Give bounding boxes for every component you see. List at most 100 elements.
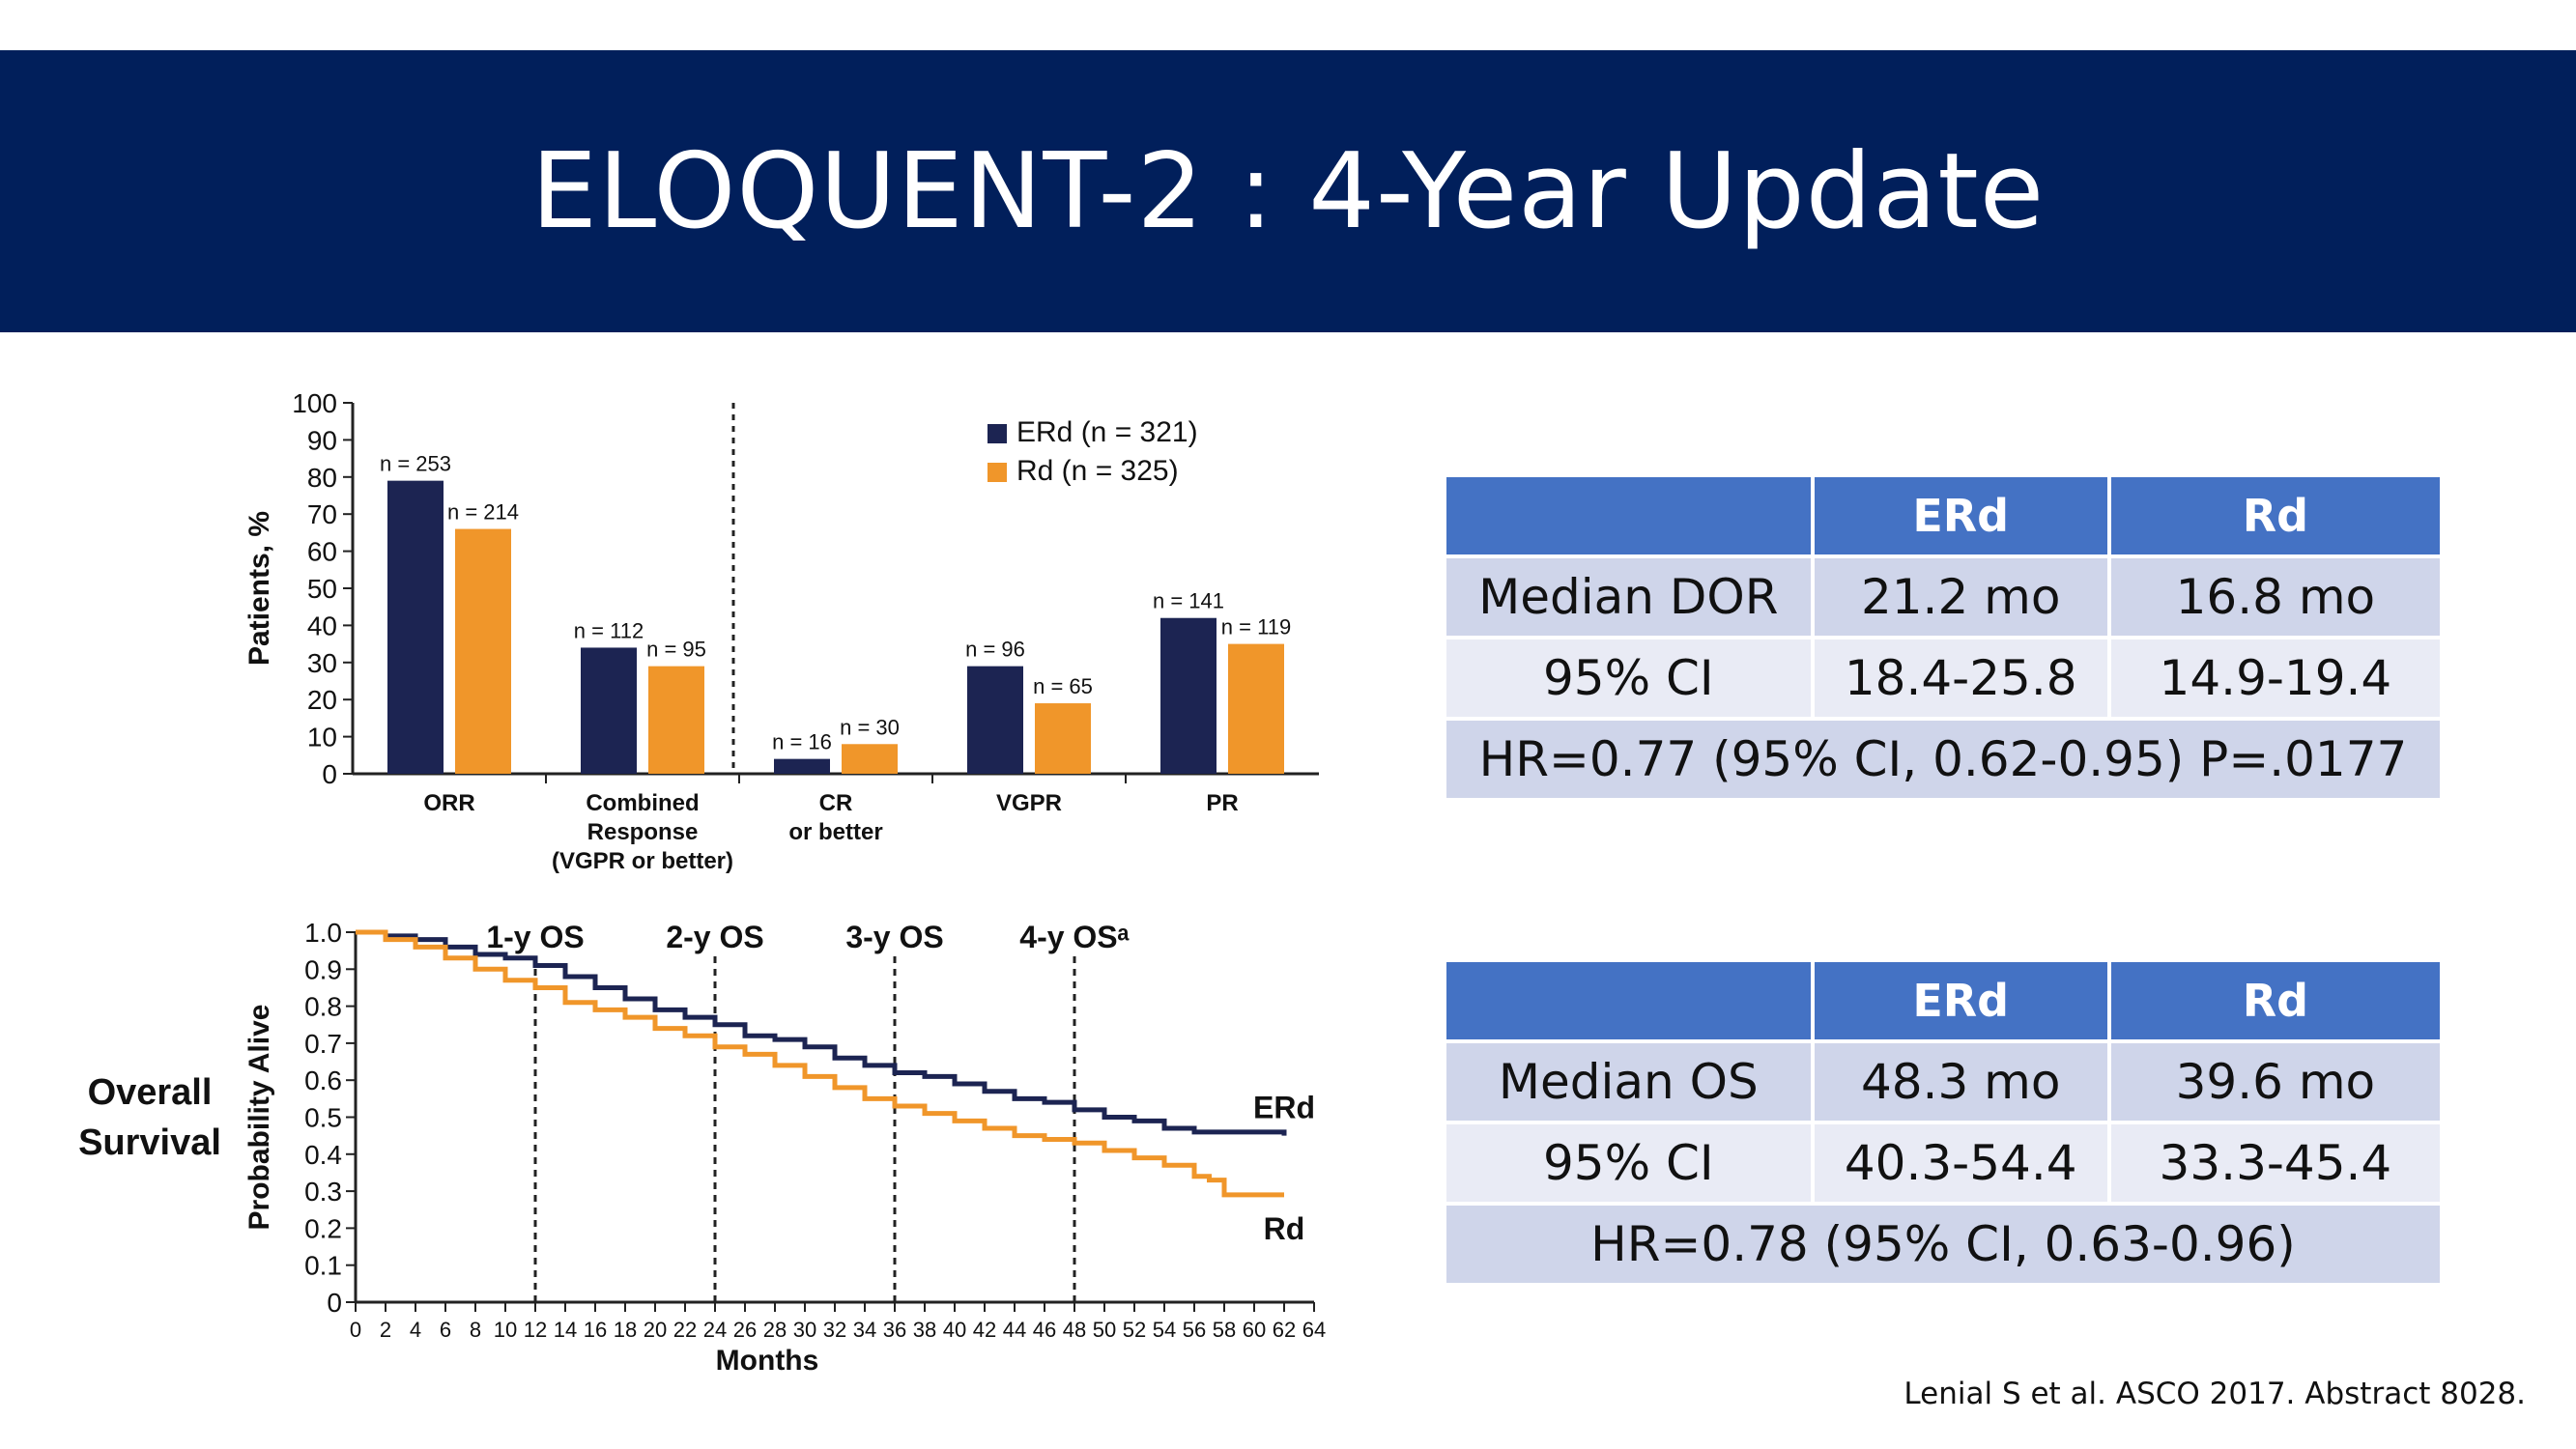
km-x-tick-label: 20 [644, 1318, 667, 1342]
bar-category-label: Response [587, 819, 699, 845]
km-y-tick-label: 0.9 [304, 954, 342, 984]
bar-y-tick-label: 10 [307, 723, 337, 753]
dor-median-label: Median DOR [1443, 554, 1815, 639]
dor-table-header-blank [1443, 473, 1815, 558]
bar-category-label: (VGPR or better) [552, 848, 733, 874]
km-y-tick-label: 0.3 [304, 1177, 342, 1207]
overall-survival-label-line1: Overall [87, 1072, 213, 1113]
bar-data-label: n = 30 [840, 715, 900, 739]
dor-median-rd: 16.8 mo [2106, 554, 2445, 639]
km-x-tick-label: 16 [584, 1318, 607, 1342]
km-series-label: ERd [1253, 1091, 1315, 1125]
km-x-tick-label: 24 [703, 1318, 727, 1342]
title-bar: ELOQUENT-2 : 4-Year Update [0, 50, 2576, 332]
km-x-tick-label: 50 [1093, 1318, 1116, 1342]
dor-hr-footer: HR=0.77 (95% CI, 0.62-0.95) P=.0177 [1443, 717, 2444, 802]
bar-data-label: n = 65 [1033, 674, 1093, 698]
os-ci-rd: 33.3-45.4 [2106, 1121, 2445, 1206]
km-x-axis-label: Months [716, 1345, 819, 1377]
legend-label: ERd (n = 321) [1016, 416, 1198, 448]
km-x-tick-label: 42 [973, 1318, 996, 1342]
dor-ci-rd: 14.9-19.4 [2106, 636, 2445, 721]
bar-data-label: n = 16 [772, 730, 832, 754]
os-table-row-median: Median OS 48.3 mo 39.6 mo [1443, 1039, 2445, 1124]
bar-y-tick-label: 0 [322, 759, 337, 789]
km-y-tick-label: 0.4 [304, 1140, 342, 1170]
dor-table-header-rd: Rd [2106, 473, 2445, 558]
km-y-tick-label: 0.7 [304, 1029, 342, 1059]
km-y-tick-label: 0 [327, 1288, 342, 1318]
os-table: ERd Rd Median OS 48.3 mo 39.6 mo 95% CI … [1443, 958, 2445, 1287]
bar [1160, 617, 1216, 774]
km-x-tick-label: 30 [793, 1318, 816, 1342]
bar-category-label: Combined [586, 790, 699, 816]
km-y-tick-label: 0.6 [304, 1065, 342, 1095]
km-y-tick-label: 0.1 [304, 1251, 342, 1281]
km-milestone-label: 3-y OS [845, 920, 943, 954]
dor-ci-label: 95% CI [1443, 636, 1815, 721]
km-x-tick-label: 26 [733, 1318, 757, 1342]
km-x-tick-label: 14 [554, 1318, 577, 1342]
bar-data-label: n = 119 [1221, 615, 1291, 639]
os-table-header-erd: ERd [1810, 958, 2111, 1043]
bar-data-label: n = 214 [447, 500, 519, 525]
bar-category-label: PR [1206, 790, 1238, 816]
bar [387, 480, 444, 774]
km-series-line [356, 929, 1287, 1136]
km-y-tick-label: 1.0 [304, 918, 342, 948]
bar [581, 647, 637, 774]
km-series-label: Rd [1264, 1211, 1305, 1246]
bar-y-tick-label: 20 [307, 685, 337, 715]
km-x-tick-label: 22 [673, 1318, 697, 1342]
km-x-tick-label: 8 [470, 1318, 481, 1342]
os-hr-footer: HR=0.78 (95% CI, 0.63-0.96) [1443, 1202, 2444, 1287]
bar [774, 758, 830, 774]
km-y-tick-label: 0.2 [304, 1213, 342, 1243]
bar-y-tick-label: 30 [307, 648, 337, 678]
km-x-tick-label: 60 [1243, 1318, 1266, 1342]
os-ci-erd: 40.3-54.4 [1810, 1121, 2111, 1206]
bar [455, 528, 511, 774]
km-x-tick-label: 18 [614, 1318, 637, 1342]
os-table-header-row: ERd Rd [1443, 958, 2445, 1043]
km-milestone-label: 2-y OS [666, 920, 763, 954]
km-x-tick-label: 36 [883, 1318, 906, 1342]
dor-table: ERd Rd Median DOR 21.2 mo 16.8 mo 95% CI… [1443, 473, 2445, 802]
bar-category-label: CR [819, 790, 853, 816]
km-x-tick-label: 44 [1003, 1318, 1026, 1342]
bar-category-label: or better [788, 819, 882, 845]
km-x-tick-label: 2 [380, 1318, 391, 1342]
os-table-header-blank [1443, 958, 1815, 1043]
dor-table-row-ci: 95% CI 18.4-25.8 14.9-19.4 [1443, 636, 2445, 721]
citation: Lenial S et al. ASCO 2017. Abstract 8028… [1903, 1377, 2526, 1411]
bar-y-tick-label: 50 [307, 574, 337, 604]
response-bar-chart: 0 10 20 30 40 50 60 70 80 90 100 Patients, % n = 253… [243, 388, 1319, 874]
km-x-tick-label: 62 [1273, 1318, 1296, 1342]
km-y-tick-label: 0.8 [304, 992, 342, 1022]
km-x-tick-label: 52 [1123, 1318, 1146, 1342]
km-x-tick-label: 54 [1153, 1318, 1176, 1342]
overall-survival-label-line2: Survival [78, 1122, 221, 1163]
os-table-header-rd: Rd [2106, 958, 2445, 1043]
km-x-tick-label: 58 [1213, 1318, 1236, 1342]
km-x-tick-label: 34 [853, 1318, 876, 1342]
km-x-tick-label: 4 [410, 1318, 421, 1342]
dor-median-erd: 21.2 mo [1810, 554, 2111, 639]
km-series-line [356, 929, 1284, 1198]
legend-label: Rd (n = 325) [1016, 455, 1179, 487]
slide-title: ELOQUENT-2 : 4-Year Update [530, 130, 2046, 252]
km-y-axis-label: Probability Alive [243, 1005, 275, 1231]
km-x-tick-label: 40 [943, 1318, 966, 1342]
os-median-erd: 48.3 mo [1810, 1039, 2111, 1124]
km-x-tick-label: 28 [763, 1318, 787, 1342]
bar [648, 666, 704, 774]
bar-y-tick-label: 40 [307, 611, 337, 640]
km-milestone-label: 4-y OSᵃ [1019, 920, 1129, 954]
km-milestone-label: 1-y OS [486, 920, 584, 954]
bar-y-tick-label: 70 [307, 499, 337, 529]
bar [967, 666, 1023, 774]
bar-data-label: n = 95 [646, 638, 706, 662]
km-x-tick-label: 32 [823, 1318, 846, 1342]
overall-survival-label: Overall Survival [39, 1067, 261, 1168]
overall-survival-km-chart: 00.10.20.30.40.50.60.70.80.91.00 2 4 6 8 10 12… [243, 918, 1326, 1377]
